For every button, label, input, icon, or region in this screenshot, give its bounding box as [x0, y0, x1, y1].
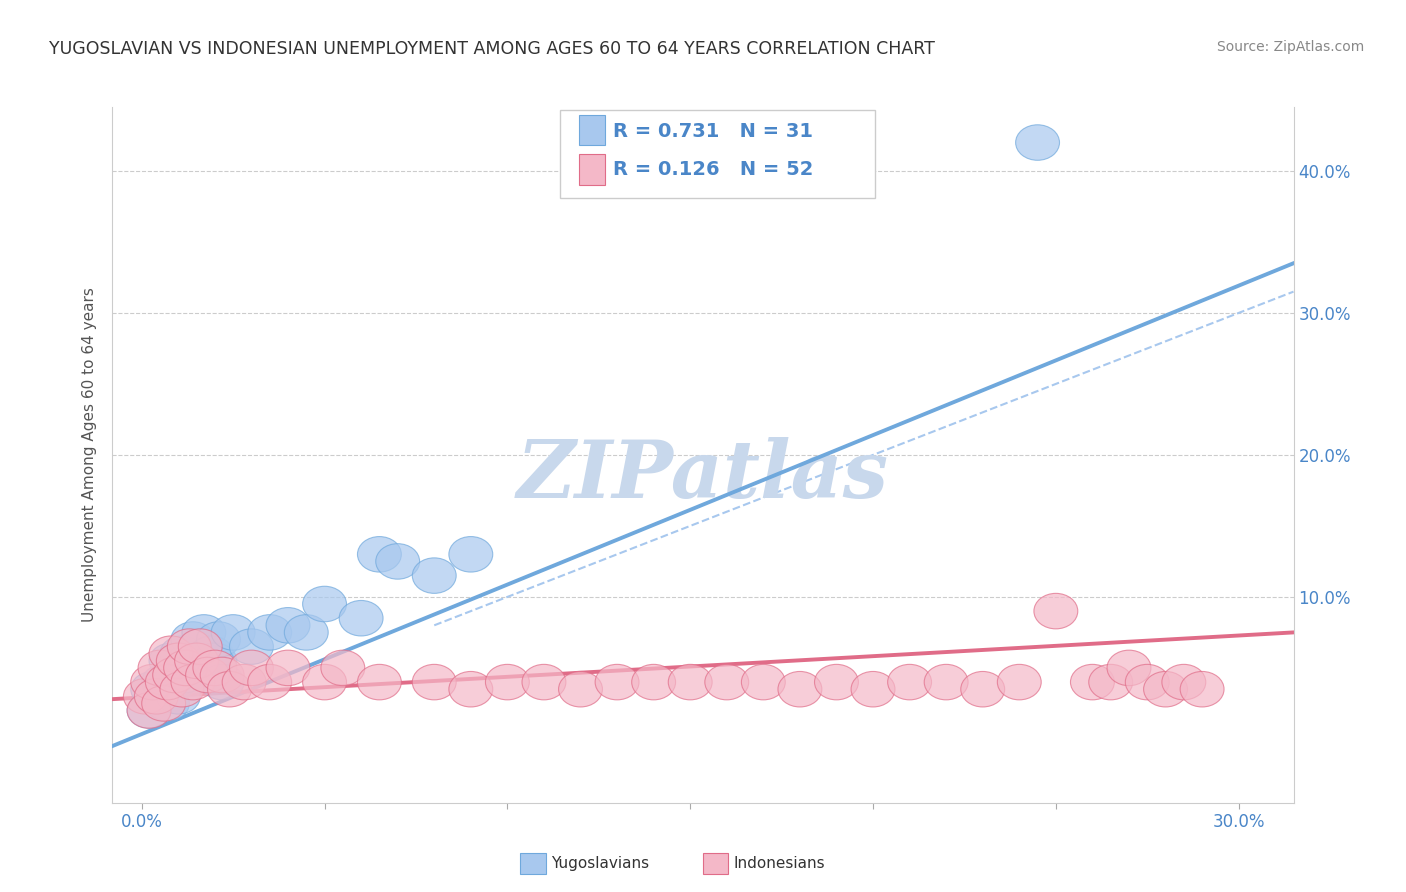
Ellipse shape — [153, 657, 197, 693]
Ellipse shape — [156, 679, 200, 714]
Ellipse shape — [339, 600, 382, 636]
Ellipse shape — [145, 686, 190, 721]
Ellipse shape — [153, 665, 197, 700]
Ellipse shape — [960, 672, 1005, 707]
Ellipse shape — [186, 657, 229, 693]
Ellipse shape — [1015, 125, 1060, 161]
Ellipse shape — [131, 672, 174, 707]
Ellipse shape — [163, 657, 208, 693]
Ellipse shape — [149, 636, 193, 672]
Ellipse shape — [924, 665, 969, 700]
Ellipse shape — [156, 643, 200, 679]
Ellipse shape — [197, 622, 240, 657]
Ellipse shape — [142, 686, 186, 721]
Ellipse shape — [1107, 650, 1152, 686]
Ellipse shape — [131, 665, 174, 700]
Ellipse shape — [778, 672, 823, 707]
Ellipse shape — [149, 643, 193, 679]
Ellipse shape — [1180, 672, 1225, 707]
Ellipse shape — [247, 665, 291, 700]
Ellipse shape — [229, 650, 273, 686]
Ellipse shape — [302, 665, 346, 700]
Ellipse shape — [200, 665, 245, 700]
Ellipse shape — [179, 629, 222, 665]
Ellipse shape — [375, 543, 419, 579]
Ellipse shape — [1125, 665, 1170, 700]
Ellipse shape — [167, 629, 211, 665]
Ellipse shape — [522, 665, 565, 700]
Ellipse shape — [211, 615, 254, 650]
Y-axis label: Unemployment Among Ages 60 to 64 years: Unemployment Among Ages 60 to 64 years — [82, 287, 97, 623]
Ellipse shape — [631, 665, 675, 700]
Ellipse shape — [851, 672, 896, 707]
Ellipse shape — [167, 643, 211, 679]
Ellipse shape — [668, 665, 713, 700]
Ellipse shape — [186, 657, 229, 693]
Ellipse shape — [181, 615, 226, 650]
Ellipse shape — [179, 629, 222, 665]
Ellipse shape — [412, 558, 456, 593]
Ellipse shape — [741, 665, 786, 700]
Text: Source: ZipAtlas.com: Source: ZipAtlas.com — [1216, 40, 1364, 54]
Ellipse shape — [160, 636, 204, 672]
Ellipse shape — [127, 693, 172, 728]
Ellipse shape — [174, 643, 218, 679]
Ellipse shape — [190, 636, 233, 672]
Text: YUGOSLAVIAN VS INDONESIAN UNEMPLOYMENT AMONG AGES 60 TO 64 YEARS CORRELATION CHA: YUGOSLAVIAN VS INDONESIAN UNEMPLOYMENT A… — [49, 40, 935, 58]
Text: Yugoslavians: Yugoslavians — [551, 856, 650, 871]
Ellipse shape — [174, 650, 218, 686]
Ellipse shape — [1143, 672, 1188, 707]
Ellipse shape — [887, 665, 932, 700]
Ellipse shape — [284, 615, 328, 650]
Ellipse shape — [449, 537, 492, 572]
Ellipse shape — [160, 672, 204, 707]
Ellipse shape — [172, 665, 215, 700]
Ellipse shape — [127, 693, 172, 728]
Ellipse shape — [1088, 665, 1133, 700]
Ellipse shape — [200, 657, 245, 693]
Ellipse shape — [266, 607, 309, 643]
Ellipse shape — [142, 665, 186, 700]
Ellipse shape — [266, 650, 309, 686]
Ellipse shape — [135, 679, 179, 714]
Ellipse shape — [558, 672, 602, 707]
Ellipse shape — [247, 615, 291, 650]
Ellipse shape — [302, 586, 346, 622]
Ellipse shape — [138, 650, 181, 686]
Ellipse shape — [163, 650, 208, 686]
Ellipse shape — [1033, 593, 1078, 629]
Ellipse shape — [485, 665, 529, 700]
Ellipse shape — [124, 679, 167, 714]
Ellipse shape — [357, 537, 401, 572]
Ellipse shape — [1070, 665, 1115, 700]
Ellipse shape — [704, 665, 749, 700]
Ellipse shape — [595, 665, 638, 700]
Ellipse shape — [208, 672, 252, 707]
Text: ZIPatlas: ZIPatlas — [517, 437, 889, 515]
Ellipse shape — [222, 665, 266, 700]
Ellipse shape — [145, 665, 190, 700]
Text: R = 0.731   N = 31: R = 0.731 N = 31 — [613, 121, 813, 141]
Text: R = 0.126   N = 52: R = 0.126 N = 52 — [613, 160, 814, 179]
Ellipse shape — [321, 650, 364, 686]
Ellipse shape — [193, 650, 236, 686]
Ellipse shape — [997, 665, 1042, 700]
Ellipse shape — [449, 672, 492, 707]
Ellipse shape — [193, 643, 236, 679]
Ellipse shape — [412, 665, 456, 700]
Ellipse shape — [357, 665, 401, 700]
Text: Indonesians: Indonesians — [734, 856, 825, 871]
Ellipse shape — [229, 629, 273, 665]
Ellipse shape — [814, 665, 859, 700]
Ellipse shape — [1161, 665, 1206, 700]
Ellipse shape — [172, 622, 215, 657]
